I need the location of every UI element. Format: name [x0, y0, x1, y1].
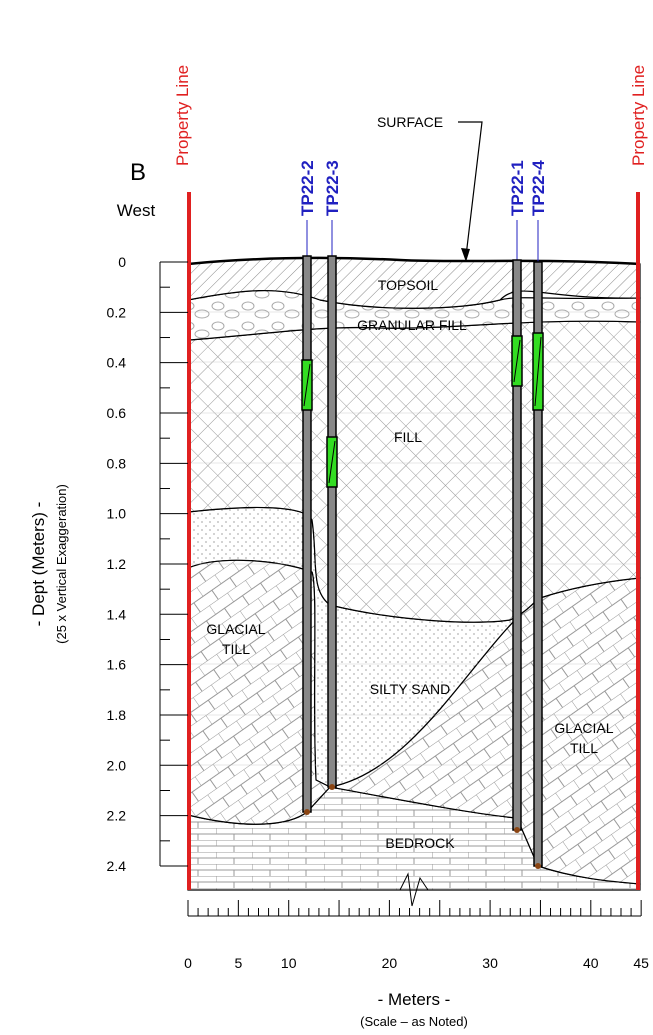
- borehole-label: TP22-3: [323, 160, 342, 216]
- y-tick-label: 0.2: [107, 304, 127, 320]
- borehole-label: TP22-4: [529, 160, 548, 216]
- y-tick-label: 1.2: [107, 556, 127, 572]
- borehole-bottom: [329, 784, 335, 790]
- layer-label: FILL: [394, 429, 422, 445]
- layers: [187, 257, 641, 891]
- layer-label: BEDROCK: [385, 835, 455, 851]
- borehole-bottom: [514, 827, 520, 833]
- surface-arrow: [461, 248, 470, 262]
- x-axis-title: - Meters -: [378, 990, 451, 1009]
- y-axis-subtitle: (25 x Vertical Exaggeration): [54, 484, 69, 644]
- layer-label: TOPSOIL: [378, 277, 439, 293]
- y-tick-label: 0.6: [107, 405, 127, 421]
- x-tick-label: 20: [382, 955, 398, 971]
- y-tick-label: 1.8: [107, 707, 127, 723]
- x-tick-label: 0: [184, 955, 192, 971]
- screen-slash: [534, 336, 542, 407]
- x-axis-subtitle: (Scale – as Noted): [360, 1014, 468, 1029]
- y-tick-label: 2.0: [107, 757, 127, 773]
- layer-label: GLACIAL: [206, 621, 265, 637]
- x-tick-label: 5: [234, 955, 242, 971]
- y-tick-label: 0.8: [107, 455, 127, 471]
- screen-slash: [513, 339, 521, 383]
- boreholes: TP22-2 TP22-3 TP22-1 TP22-4: [298, 160, 548, 869]
- direction: West: [117, 201, 156, 220]
- x-tick-label: 40: [583, 955, 599, 971]
- property-label: Property Line: [173, 65, 192, 166]
- layer-labels: TOPSOIL GRANULAR FILL FILL GLACIAL TILL …: [206, 277, 613, 851]
- x-tick-label: 10: [281, 955, 297, 971]
- y-tick-label: 1.4: [107, 606, 127, 622]
- surface-leader: [458, 121, 483, 257]
- borehole-bottom: [535, 863, 541, 869]
- gray-gridlines: [188, 311, 640, 766]
- borehole-label: TP22-1: [508, 160, 527, 216]
- borehole-bottom: [304, 809, 310, 815]
- y-tick-label: 0.4: [107, 355, 127, 371]
- y-tick-label: 1.0: [107, 506, 127, 522]
- section-break: [188, 872, 640, 907]
- section-letter: B: [130, 159, 146, 186]
- y-tick-label: 2.4: [107, 858, 127, 874]
- screen-slash: [328, 440, 336, 484]
- y-tick-label: 0: [118, 254, 126, 270]
- y-tick-label: 1.6: [107, 657, 127, 673]
- surface-label: SURFACE: [377, 114, 443, 130]
- y-axis-title: - Dept (Meters) -: [29, 502, 48, 627]
- layer-label: GRANULAR FILL: [357, 317, 467, 333]
- layer-label: TILL: [222, 641, 250, 657]
- borehole-label: TP22-2: [298, 160, 317, 216]
- borehole-pipe: [302, 255, 312, 813]
- layer-label: GLACIAL: [554, 720, 613, 736]
- x-tick-label: 45: [633, 955, 649, 971]
- borehole-pipe: [327, 255, 337, 788]
- layer-label: TILL: [570, 740, 598, 756]
- y-axis-ticks: 0 0.2 0.4 0.6 0.8 1.0 1.2 1.4 1.6 1.8 2.0 2.2 2.4: [107, 254, 188, 874]
- till-left: [187, 559, 331, 825]
- y-tick-label: 2.2: [107, 808, 127, 824]
- surface-line: [187, 256, 641, 266]
- screen-slash: [303, 363, 311, 407]
- x-axis-ticks: 0 5 10 20 30 40 45: [184, 900, 649, 971]
- property-label: Property Line: [629, 65, 648, 166]
- layer-label: SILTY SAND: [370, 681, 450, 697]
- x-tick-label: 30: [482, 955, 498, 971]
